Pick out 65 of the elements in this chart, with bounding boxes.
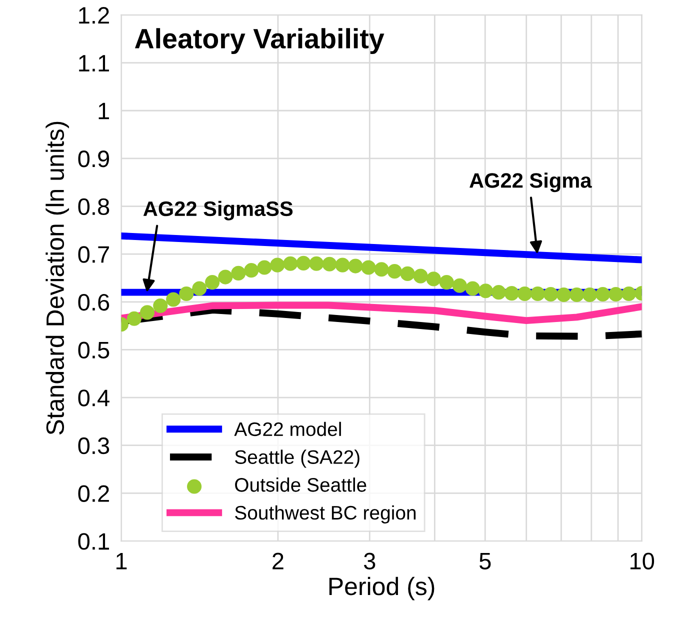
- point: [296, 256, 311, 270]
- point: [218, 270, 233, 284]
- x-axis-title: Period (s): [329, 576, 434, 600]
- y-tick-label: 0.3: [78, 437, 110, 454]
- point: [517, 286, 532, 302]
- point: [413, 268, 428, 284]
- point: [387, 264, 402, 279]
- y-tick-label: 0.5: [78, 342, 110, 359]
- x-tick-label: 5: [480, 552, 491, 570]
- point: [622, 286, 636, 302]
- point: [452, 278, 467, 293]
- legend-label: AG22 model: [234, 422, 341, 436]
- x-tick-label: 3: [364, 552, 376, 570]
- y-tick-label: 0.4: [78, 390, 110, 406]
- x-tick-label: 2: [272, 552, 284, 570]
- point: [426, 272, 441, 286]
- point: [348, 258, 363, 274]
- y-tick-label: 0.1: [78, 533, 109, 550]
- y-tick-label: 1.2: [79, 7, 109, 24]
- y-tick-label: 0.8: [78, 198, 110, 216]
- legend-label: Seattle (SA22): [235, 450, 360, 468]
- y-tick-label: 0.7: [78, 246, 109, 263]
- point: [582, 287, 598, 302]
- point: [569, 287, 584, 302]
- annotation: AG22 SigmaSS: [143, 200, 293, 220]
- point: [309, 256, 324, 271]
- legend-label: Outside Seattle: [235, 478, 366, 492]
- point: [140, 305, 155, 320]
- point: [374, 262, 389, 277]
- chart-title: Aleatory Variability: [134, 28, 384, 54]
- point: [504, 286, 519, 301]
- y-tick-label: 0.2: [78, 485, 109, 502]
- point: [556, 287, 572, 302]
- point: [596, 286, 610, 302]
- point: [166, 292, 181, 307]
- point: [270, 258, 285, 272]
- point: [179, 286, 194, 302]
- point: [543, 286, 558, 302]
- point: [400, 266, 415, 281]
- x-tick-label: 1: [116, 552, 127, 570]
- point: [530, 286, 546, 302]
- point: [491, 285, 506, 300]
- x-tick-label: 10: [630, 552, 654, 570]
- y-axis-title: Standard Deviation (ln units): [46, 122, 69, 435]
- point: [439, 275, 454, 290]
- annotation: AG22 Sigma: [470, 172, 592, 192]
- point: [153, 298, 168, 314]
- legend-label: Southwest BC region: [235, 505, 416, 524]
- y-tick-label: 1: [98, 102, 109, 120]
- y-tick-label: 0.6: [78, 294, 110, 311]
- point: [231, 266, 246, 280]
- point: [192, 281, 207, 296]
- y-tick-label: 0.9: [78, 150, 110, 168]
- point: [205, 275, 220, 290]
- point: [361, 260, 376, 275]
- point: [244, 263, 259, 278]
- y-tick-label: 1.1: [79, 55, 109, 72]
- point: [608, 286, 624, 302]
- point: [126, 311, 142, 326]
- point: [257, 260, 272, 275]
- point: [283, 256, 298, 271]
- point: [322, 256, 337, 272]
- point: [465, 281, 480, 296]
- point: [478, 284, 493, 298]
- point: [335, 258, 350, 272]
